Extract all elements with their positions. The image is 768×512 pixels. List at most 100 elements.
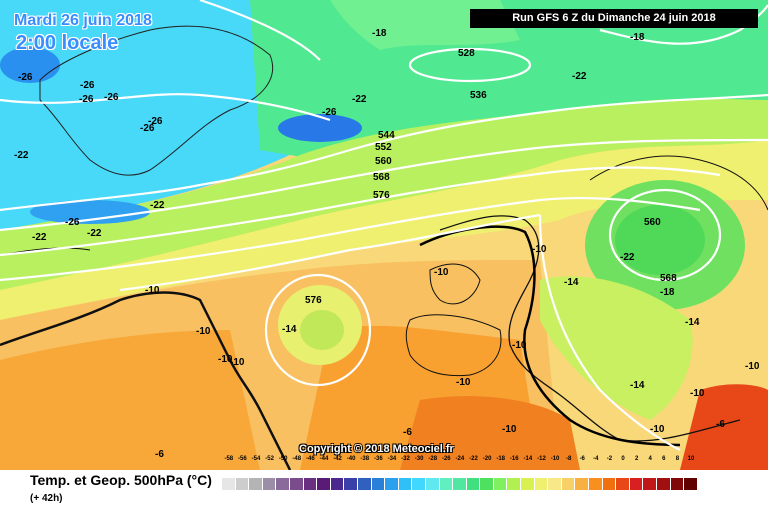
legend-tick: -48 (292, 456, 302, 462)
legend-swatch (548, 478, 562, 490)
legend-swatch (317, 478, 331, 490)
geop-label: 576 (373, 190, 390, 201)
america-coast (0, 291, 292, 470)
weather-map: -26 -26 -26 -26 -26 -26 -26 -26 -22 -22 … (0, 0, 768, 470)
geop-contour-552 (0, 138, 768, 232)
temp-label: -18 (372, 28, 387, 39)
legend-tick: -42 (333, 456, 342, 462)
legend-swatch (480, 478, 494, 490)
legend-tick: -58 (224, 456, 234, 462)
legend-tick: -32 (401, 456, 410, 462)
geop-contour-northeast (599, 4, 768, 45)
cold-cell-west (30, 200, 150, 224)
legend-tick: -36 (373, 456, 383, 462)
legend-swatch (629, 478, 644, 490)
legend-swatch (602, 478, 617, 490)
forecast-time: 2:00 locale (16, 32, 119, 54)
temp-label: -14 (282, 324, 297, 335)
legend-tick: 8 (675, 456, 680, 462)
scandinavia-coast (589, 155, 768, 211)
temp-label: -10 (434, 267, 449, 278)
legend-swatch (657, 478, 671, 490)
temp-label: -10 (512, 340, 527, 351)
geop-label: 552 (375, 142, 392, 153)
legend-tick: -52 (265, 456, 274, 462)
legend-tick: -54 (251, 456, 261, 462)
legend-swatch (235, 478, 250, 490)
temp-label: -26 (80, 80, 95, 91)
temp-label: -6 (716, 419, 725, 430)
legend-swatch (262, 478, 277, 490)
temp-label: -10 (230, 357, 245, 368)
legend-swatch (616, 478, 630, 490)
temp-label: -10 (196, 326, 211, 337)
temp-label: -14 (564, 277, 579, 288)
temp-label: -26 (140, 123, 155, 134)
geop-contour-528 (408, 47, 532, 83)
temp-label: -6 (155, 449, 164, 460)
legend-swatch (249, 478, 263, 490)
temp-label: -10 (650, 424, 665, 435)
legend-tick: -10 (550, 456, 560, 462)
legend-tick-row: -58 -56 -54 -52 -50 -48 -46 -44 -42 -40 -38 -36 -34-… (222, 456, 698, 466)
legend-tick: -28 (428, 456, 438, 462)
legend-tick: -30 (414, 456, 424, 462)
legend-swatch (330, 478, 345, 490)
geop-label: 536 (470, 90, 487, 101)
temp-label: -22 (32, 232, 47, 243)
temp-label: -22 (87, 228, 102, 239)
balkans-zone (540, 276, 693, 420)
geop-contour-west (0, 93, 331, 122)
temp-label: -14 (630, 380, 645, 391)
warm-zone-deep-orange (0, 330, 260, 470)
legend-tick: -12 (537, 456, 546, 462)
temp-label: -22 (620, 252, 635, 263)
legend-swatch (398, 478, 413, 490)
color-legend: -58 -56 -54 -52 -50 -48 -46 -44 -42 -40 -38 -36 -34-… (222, 456, 698, 490)
legend-tick: -14 (523, 456, 533, 462)
temp-label: -10 (145, 285, 160, 296)
forecast-date: Mardi 26 juin 2018 (14, 12, 152, 29)
legend-tick: -8 (565, 456, 572, 462)
geop-contour-568 (0, 196, 701, 282)
legend-swatch (412, 478, 426, 490)
legend-swatch (534, 478, 549, 490)
iberia-coast (405, 314, 502, 377)
cold-pool-core (615, 205, 705, 275)
legend-tick: -4 (593, 456, 599, 462)
legend-swatch (276, 478, 290, 490)
legend-swatch (425, 478, 440, 490)
legend-tick: -50 (278, 456, 288, 462)
legend-tick: -46 (306, 456, 315, 462)
warm-zone-africa (400, 396, 580, 470)
map-footer: Temp. et Geop. 500hPa (°C) (+ 42h) -58 -5… (0, 456, 768, 512)
legend-tick: -44 (319, 456, 329, 462)
transition-belt-lime (0, 98, 768, 290)
legend-swatch (344, 478, 358, 490)
legend-tick: -2 (606, 456, 613, 462)
temp-label: -6 (403, 427, 412, 438)
legend-tick: -34 (387, 456, 397, 462)
legend-swatch (303, 478, 318, 490)
legend-swatch (684, 478, 698, 490)
legend-swatch (521, 478, 535, 490)
legend-tick: -20 (482, 456, 492, 462)
geop-label: 568 (660, 273, 677, 284)
temp-label: -26 (18, 72, 33, 83)
legend-swatch (507, 478, 522, 490)
geop-label: 568 (373, 172, 390, 183)
temp-label: -18 (660, 287, 675, 298)
greenland-coast (39, 25, 274, 176)
geop-label: 528 (458, 48, 475, 59)
temp-label: -26 (104, 92, 119, 103)
legend-tick: -26 (441, 456, 451, 462)
legend-swatch (439, 478, 454, 490)
geop-contour-560 (0, 166, 721, 257)
geop-contour-576 (119, 213, 541, 292)
warm-zone-east-red (680, 384, 768, 470)
temp-label: -10 (690, 388, 705, 399)
temp-label: -26 (65, 217, 80, 228)
geop-label: 560 (375, 156, 392, 167)
temperature-labels: -26 -26 -26 -26 -26 -26 -26 -26 -22 -22 … (14, 28, 760, 460)
legend-tick: -40 (346, 456, 356, 462)
